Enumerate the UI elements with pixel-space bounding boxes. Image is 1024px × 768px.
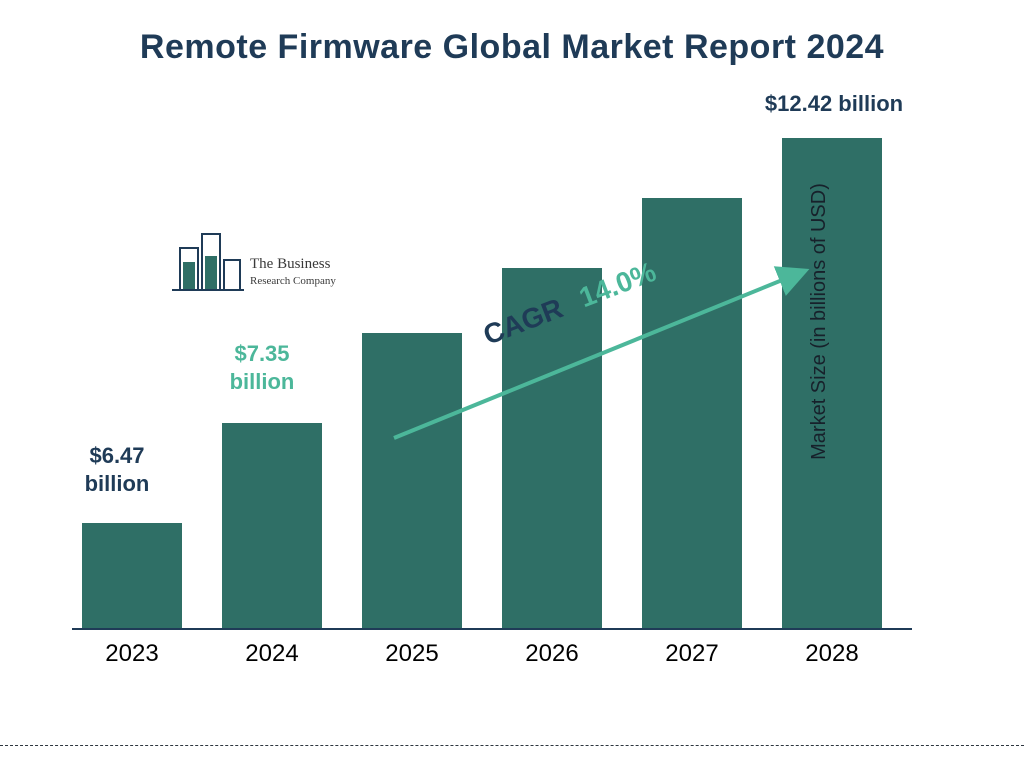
bar-2027 [642,198,742,628]
x-tick-2026: 2026 [502,640,602,668]
bar-2023 [82,523,182,628]
bar-2024 [222,423,322,628]
x-tick-2023: 2023 [82,640,182,668]
chart-title: Remote Firmware Global Market Report 202… [0,0,1024,67]
plot-area [72,130,912,630]
footer-divider [0,745,1024,746]
value-label-2024: $7.35billion [217,340,307,395]
x-tick-2028: 2028 [782,640,882,668]
bar-2025 [362,333,462,628]
bar-chart: The Business Research Company 2023 2024 … [72,110,912,670]
value-label-2023: $6.47billion [72,442,162,497]
x-tick-2027: 2027 [642,640,742,668]
y-axis-label: Market Size (in billions of USD) [808,183,831,460]
x-tick-2024: 2024 [222,640,322,668]
value-label-2028: $12.42 billion [744,90,924,118]
x-tick-2025: 2025 [362,640,462,668]
bar-2028 [782,138,882,628]
